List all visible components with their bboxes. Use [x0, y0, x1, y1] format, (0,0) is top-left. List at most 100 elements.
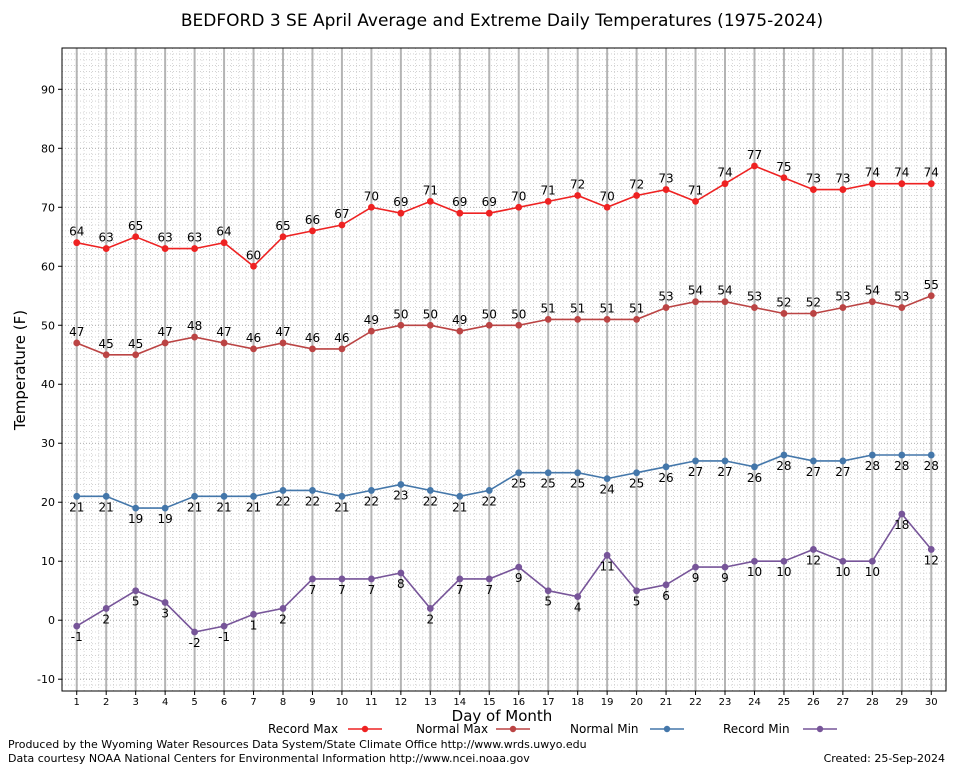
normal-min-data-label: 28: [894, 459, 909, 473]
record-min-data-label: 5: [132, 595, 140, 609]
normal-min-point: [161, 504, 169, 512]
normal-max-data-label: 45: [99, 337, 114, 351]
normal-min-point: [868, 451, 876, 459]
y-tick-label: 50: [41, 319, 55, 332]
record-max-data-label: 63: [99, 231, 114, 245]
record-max-data-label: 74: [924, 166, 939, 180]
normal-max-point: [898, 304, 906, 311]
normal-max-point: [544, 315, 552, 323]
record-max-point: [515, 203, 523, 211]
normal-max-data-label: 50: [482, 307, 497, 321]
record-max-point: [102, 245, 110, 252]
legend-marker-normal-min: [663, 725, 671, 733]
record-min-data-label: 2: [102, 612, 110, 626]
normal-max-data-label: 49: [364, 313, 379, 327]
normal-max-point: [810, 310, 817, 317]
record-min-data-label: 1: [250, 618, 258, 632]
normal-max-data-label: 50: [511, 307, 526, 321]
normal-min-data-label: 26: [747, 471, 762, 485]
record-min-data-label: -1: [218, 630, 230, 644]
record-min-data-label: 10: [835, 565, 850, 579]
x-tick-label: 11: [365, 697, 378, 708]
legend-marker-record-max: [361, 725, 369, 733]
record-max-point: [868, 180, 876, 188]
normal-min-point: [426, 487, 434, 494]
x-tick-label: 22: [689, 697, 702, 708]
record-max-data-label: 73: [806, 172, 821, 186]
record-max-data-label: 74: [894, 166, 909, 180]
normal-min-point: [485, 487, 493, 494]
normal-min-data-label: 27: [835, 465, 850, 479]
legend-marker-normal-max: [509, 725, 517, 733]
record-min-data-label: 10: [776, 565, 791, 579]
x-tick-label: 15: [483, 697, 496, 708]
normal-max-point: [220, 339, 228, 347]
normal-min-point: [544, 469, 552, 477]
normal-min-data-label: 27: [717, 465, 732, 479]
record-max-point: [662, 186, 670, 193]
record-max-point: [456, 209, 464, 217]
record-min-data-label: 7: [368, 583, 376, 597]
normal-min-point: [220, 492, 228, 500]
record-min-data-label: 8: [397, 577, 405, 591]
normal-min-point: [633, 469, 640, 477]
record-max-data-label: 63: [157, 231, 172, 245]
normal-max-data-label: 47: [157, 325, 172, 339]
normal-max-data-label: 53: [747, 290, 762, 304]
normal-max-data-label: 47: [69, 325, 84, 339]
record-max-point: [309, 227, 316, 235]
normal-max-data-label: 46: [305, 331, 320, 345]
normal-min-data-label: 27: [688, 465, 703, 479]
record-max-data-label: 75: [776, 160, 791, 174]
record-max-data-label: 74: [717, 166, 732, 180]
record-min-point: [250, 610, 257, 618]
normal-max-point: [338, 345, 346, 353]
normal-min-point: [397, 481, 405, 488]
normal-max-data-label: 47: [216, 325, 231, 339]
normal-max-point: [927, 292, 935, 300]
normal-max-data-label: 51: [629, 301, 644, 315]
normal-max-point: [102, 351, 110, 359]
record-min-data-label: -2: [189, 636, 201, 650]
x-tick-label: 20: [630, 697, 643, 708]
normal-min-data-label: 26: [658, 471, 673, 485]
record-max-point: [368, 203, 375, 211]
normal-min-data-label: 28: [865, 459, 880, 473]
record-max-point: [191, 245, 199, 252]
legend: Record Max Normal Max Normal Min Record Min: [268, 722, 837, 736]
x-tick-label: 8: [280, 697, 286, 708]
normal-max-point: [633, 315, 640, 323]
normal-min-data-label: 21: [69, 500, 84, 514]
record-min-point: [338, 575, 346, 583]
record-max-data-label: 71: [688, 183, 703, 197]
x-tick-label: 3: [132, 697, 138, 708]
chart-title: BEDFORD 3 SE April Average and Extreme D…: [181, 11, 823, 31]
y-tick-label: -10: [37, 673, 55, 686]
normal-min-point: [898, 451, 906, 459]
x-tick-label: 2: [103, 697, 109, 708]
grid-lines: [62, 47, 946, 692]
normal-max-data-label: 50: [393, 307, 408, 321]
record-max-point: [839, 186, 847, 193]
record-max-data-label: 73: [835, 172, 850, 186]
record-min-point: [721, 563, 729, 571]
normal-min-data-label: 22: [482, 494, 497, 508]
record-max-data-label: 63: [187, 231, 202, 245]
normal-min-point: [574, 469, 582, 477]
normal-max-data-label: 46: [246, 331, 261, 345]
normal-min-point: [751, 463, 758, 471]
record-min-point: [102, 605, 110, 612]
normal-min-data-label: 28: [776, 459, 791, 473]
record-min-point: [603, 551, 611, 559]
record-min-point: [898, 510, 906, 518]
normal-min-data-label: 19: [157, 512, 172, 526]
normal-max-point: [456, 327, 464, 335]
x-tick-label: 17: [542, 697, 555, 708]
record-max-point: [161, 245, 169, 252]
record-max-point: [751, 162, 758, 170]
x-tick-label: 7: [250, 697, 256, 708]
normal-max-point: [839, 304, 847, 311]
record-min-point: [309, 575, 316, 583]
record-min-point: [633, 587, 640, 595]
